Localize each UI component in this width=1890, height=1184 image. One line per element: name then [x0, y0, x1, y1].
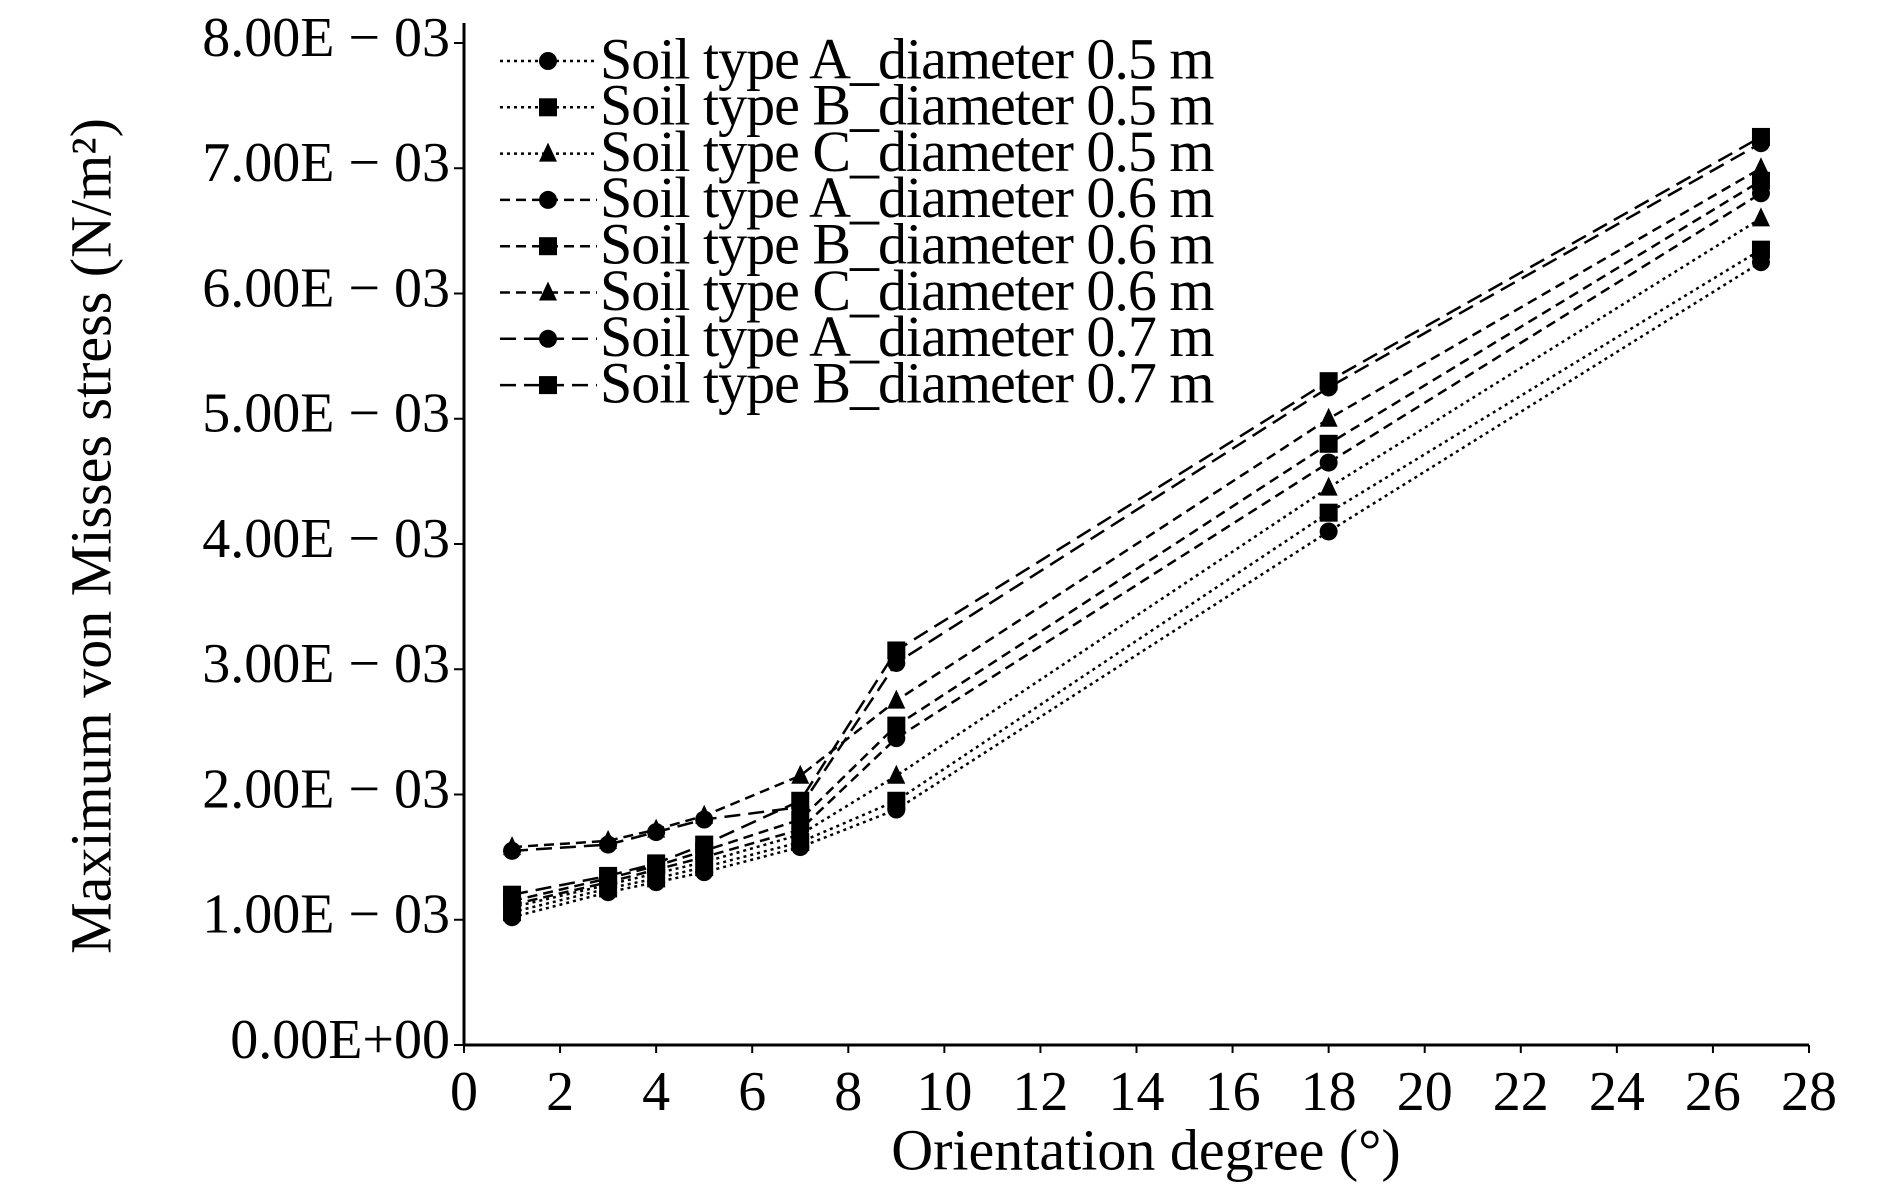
x-tick-label: 16 — [1205, 1061, 1261, 1123]
marker — [1751, 127, 1770, 146]
marker — [1319, 476, 1338, 496]
legend-item: Soil type A_diameter 0.6 m — [500, 165, 1215, 230]
x-tick-label: 26 — [1685, 1061, 1741, 1123]
x-tick-label: 6 — [738, 1061, 766, 1123]
x-tick-label: 20 — [1397, 1061, 1453, 1123]
marker — [647, 854, 666, 873]
legend-item: Soil type B_diameter 0.7 m — [500, 350, 1215, 415]
marker — [647, 823, 666, 842]
marker — [1319, 522, 1338, 541]
x-tick-label: 0 — [450, 1061, 478, 1123]
x-tick-label: 18 — [1301, 1061, 1357, 1123]
marker — [503, 885, 522, 904]
series-line — [511, 179, 1762, 903]
legend-label: Soil type B_diameter 0.6 m — [600, 212, 1214, 277]
x-tick-label: 8 — [834, 1061, 862, 1123]
y-tick-label: 7.00E − 03 — [202, 132, 450, 194]
marker — [599, 866, 618, 885]
marker — [887, 764, 906, 784]
x-tick-label: 12 — [1012, 1061, 1068, 1123]
y-tick-label: 0.00E+00 — [230, 1009, 450, 1071]
legend-label: Soil type A_diameter 0.6 m — [600, 165, 1214, 230]
x-tick-label: 14 — [1109, 1061, 1165, 1123]
marker — [1751, 171, 1770, 190]
y-tick-label: 1.00E − 03 — [202, 884, 450, 946]
legend-marker — [539, 52, 557, 70]
marker — [1319, 503, 1338, 522]
y-tick-label: 6.00E − 03 — [202, 257, 450, 319]
marker — [695, 810, 714, 829]
legend-marker — [539, 237, 557, 256]
y-tick-label: 4.00E − 03 — [202, 508, 450, 570]
legend-label: Soil type B_diameter 0.5 m — [600, 73, 1214, 138]
legend-label: Soil type C_diameter 0.5 m — [600, 119, 1214, 184]
marker — [1319, 453, 1338, 472]
legend-item: Soil type A_diameter 0.5 m — [500, 26, 1215, 91]
series-line — [511, 192, 1762, 906]
legend-marker — [539, 281, 557, 301]
y-tick-label: 2.00E − 03 — [202, 758, 450, 820]
legend-item: Soil type C_diameter 0.6 m — [500, 258, 1215, 323]
legend-marker — [539, 98, 557, 117]
legend-marker — [539, 190, 557, 209]
marker — [791, 764, 810, 784]
y-tick-label: 5.00E − 03 — [202, 383, 450, 445]
marker — [1751, 157, 1770, 177]
marker — [1319, 434, 1338, 453]
marker — [791, 810, 810, 829]
marker — [1319, 372, 1338, 391]
marker — [1751, 207, 1770, 227]
legend-label: Soil type A_diameter 0.7 m — [600, 304, 1214, 369]
legend-label: Soil type C_diameter 0.6 m — [600, 258, 1214, 323]
x-tick-label: 22 — [1493, 1061, 1549, 1123]
x-tick-label: 10 — [916, 1061, 972, 1123]
legend-item: Soil type A_diameter 0.7 m — [500, 304, 1215, 369]
legend-item: Soil type C_diameter 0.5 m — [500, 119, 1215, 184]
legend-marker — [539, 142, 557, 162]
x-tick-label: 2 — [546, 1061, 574, 1123]
legend-marker — [539, 329, 557, 348]
marker — [887, 641, 906, 660]
y-axis-title: Maximum von Misses stress (N/m²) — [58, 118, 123, 954]
legend-marker — [539, 376, 557, 395]
marker — [887, 716, 906, 735]
marker — [695, 835, 714, 854]
x-tick-label: 4 — [642, 1061, 670, 1123]
legend-item: Soil type B_diameter 0.6 m — [500, 212, 1215, 277]
marker — [503, 841, 522, 860]
legend-item: Soil type B_diameter 0.5 m — [500, 73, 1215, 138]
marker — [1319, 407, 1338, 427]
marker — [887, 791, 906, 810]
x-axis-title: Orientation degree (°) — [891, 1117, 1401, 1182]
x-tick-label: 24 — [1589, 1061, 1645, 1123]
x-tick-label: 28 — [1781, 1061, 1837, 1123]
legend-label: Soil type A_diameter 0.5 m — [600, 26, 1214, 91]
marker — [1751, 240, 1770, 259]
y-tick-label: 8.00E − 03 — [202, 7, 450, 69]
y-tick-label: 3.00E − 03 — [202, 633, 450, 695]
marker — [887, 689, 906, 709]
legend-label: Soil type B_diameter 0.7 m — [600, 350, 1214, 415]
series-line — [511, 167, 1762, 849]
marker — [599, 835, 618, 854]
marker — [791, 791, 810, 810]
